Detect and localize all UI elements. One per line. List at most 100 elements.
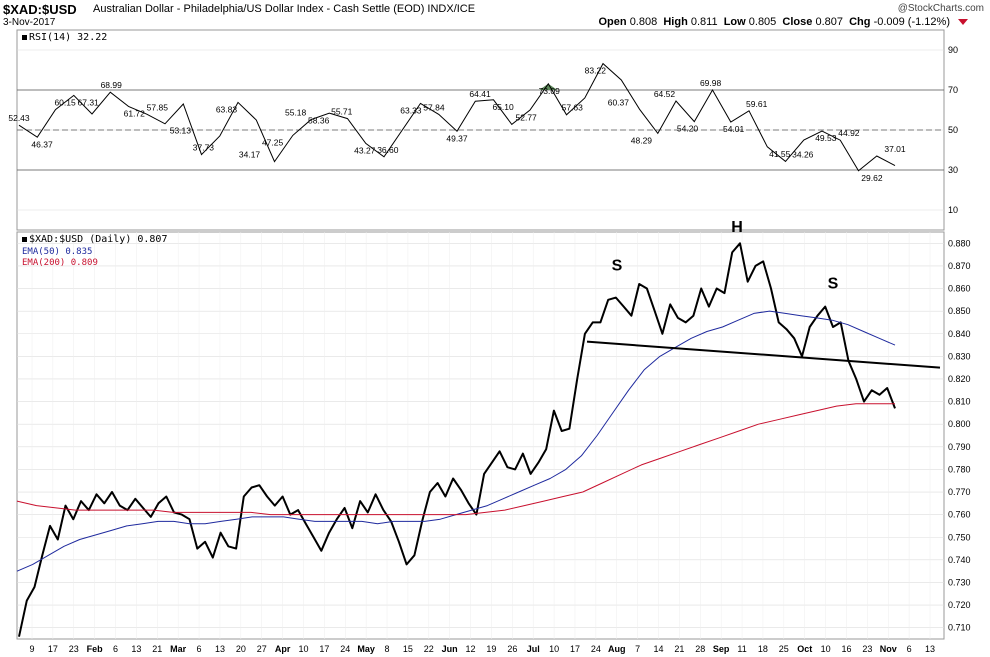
x-tick-label: 27 [257, 644, 267, 654]
x-tick-label: Feb [87, 644, 104, 654]
rsi-value-label: 57.84 [423, 102, 445, 112]
rsi-tick-label: 30 [948, 165, 958, 175]
chg-label: Chg [849, 16, 871, 28]
rsi-value-label: 44.92 [838, 128, 860, 138]
x-tick-label: Sep [713, 644, 730, 654]
rsi-value-label: 73.09 [539, 86, 561, 96]
rsi-value-label: 52.43 [8, 113, 30, 123]
rsi-value-label: 34.17 [239, 150, 261, 160]
low-value: 0.805 [748, 16, 777, 28]
x-tick-label: 19 [486, 644, 496, 654]
price-line [18, 242, 896, 637]
rsi-tick-label: 90 [948, 45, 958, 55]
x-tick-label: 25 [779, 644, 789, 654]
x-tick-label: 7 [635, 644, 640, 654]
x-tick-label: 13 [925, 644, 935, 654]
x-tick-label: Mar [170, 644, 187, 654]
rsi-value-label: 55.18 [285, 108, 307, 118]
x-tick-label: 11 [737, 644, 746, 654]
x-tick-label: Nov [880, 644, 897, 654]
rsi-value-label: 53.13 [170, 126, 192, 136]
rsi-value-label: 65.10 [492, 102, 514, 112]
price-legend-text: $XAD:$USD (Daily) 0.807 [29, 234, 168, 245]
x-tick-label: 21 [674, 644, 684, 654]
rsi-value-label: 49.53 [815, 133, 837, 143]
rsi-value-label: 37.73 [193, 143, 215, 153]
x-tick-label: Jun [442, 644, 458, 654]
rsi-value-label: 57.63 [562, 103, 584, 113]
rsi-legend-text: RSI(14) 32.22 [29, 32, 108, 43]
x-tick-label: Oct [797, 644, 812, 654]
head-shoulders-label: S [828, 276, 839, 293]
price-legend-swatch [22, 237, 27, 242]
close-value: 0.807 [815, 16, 843, 28]
x-tick-label: Aug [608, 644, 626, 654]
rsi-value-label: 63.33 [400, 105, 422, 115]
close-label: Close [782, 16, 813, 28]
rsi-tick-label: 10 [948, 205, 958, 215]
x-tick-label: 20 [236, 644, 246, 654]
rsi-value-label: 60.15 [54, 98, 76, 108]
rsi-overbought-fill [539, 83, 558, 90]
x-tick-label: 8 [385, 644, 390, 654]
price-tick-label: 0.780 [948, 464, 971, 474]
rsi-value-label: 34.26 [792, 149, 814, 159]
price-panel [16, 231, 945, 640]
price-tick-label: 0.870 [948, 261, 971, 271]
x-tick-label: 14 [654, 644, 664, 654]
high-value: 0.811 [690, 16, 718, 28]
chg-value: -0.009 (-1.12%) [873, 16, 950, 28]
head-shoulders-label: S [612, 257, 623, 274]
x-tick-label: 15 [403, 644, 413, 654]
head-shoulders-label: H [731, 219, 743, 236]
x-tick-label: 24 [340, 644, 350, 654]
price-tick-label: 0.770 [948, 487, 971, 497]
price-tick-label: 0.850 [948, 306, 971, 316]
rsi-value-label: 57.85 [147, 102, 169, 112]
price-legend: $XAD:$USD (Daily) 0.807 [22, 234, 167, 245]
rsi-value-label: 55.71 [331, 107, 353, 117]
rsi-value-label: 68.99 [101, 80, 123, 90]
rsi-value-label: 29.62 [861, 173, 883, 183]
rsi-value-label: 36.60 [377, 145, 399, 155]
x-tick-label: 21 [152, 644, 162, 654]
rsi-value-label: 83.22 [585, 66, 607, 76]
price-tick-label: 0.800 [948, 419, 971, 429]
x-tick-label: 26 [507, 644, 517, 654]
x-tick-label: Apr [275, 644, 291, 654]
rsi-tick-label: 50 [948, 125, 958, 135]
x-tick-label: 18 [758, 644, 768, 654]
rsi-value-label: 58.36 [308, 115, 330, 125]
rsi-value-label: 54.20 [677, 124, 699, 134]
rsi-value-label: 67.31 [78, 97, 100, 107]
x-tick-label: 6 [197, 644, 202, 654]
x-tick-label: 13 [131, 644, 141, 654]
ema200-line [16, 403, 895, 516]
rsi-value-label: 64.52 [654, 89, 676, 99]
high-label: High [663, 16, 688, 28]
x-tick-label: 28 [695, 644, 705, 654]
price-tick-label: 0.710 [948, 623, 971, 633]
x-tick-label: 10 [549, 644, 559, 654]
price-tick-label: 0.860 [948, 284, 971, 294]
x-tick-label: 16 [841, 644, 851, 654]
x-tick-label: 6 [113, 644, 118, 654]
ema50-legend: EMA(50) 0.835 [22, 247, 93, 257]
dropdown-arrow-icon[interactable] [958, 19, 968, 25]
rsi-value-label: 63.83 [216, 104, 238, 114]
x-tick-label: 17 [48, 644, 58, 654]
price-tick-label: 0.820 [948, 374, 971, 384]
x-tick-label: 9 [29, 644, 34, 654]
low-label: Low [723, 16, 746, 28]
rsi-value-label: 43.27 [354, 145, 376, 155]
open-value: 0.808 [629, 16, 658, 28]
symbol-description: Australian Dollar - Philadelphia/US Doll… [93, 3, 476, 15]
x-tick-label: 6 [907, 644, 912, 654]
price-tick-label: 0.810 [948, 397, 971, 407]
chart-date: 3-Nov-2017 [3, 17, 56, 28]
x-tick-label: 24 [591, 644, 601, 654]
price-tick-label: 0.880 [948, 238, 971, 248]
x-tick-label: 13 [215, 644, 225, 654]
price-tick-label: 0.840 [948, 329, 971, 339]
